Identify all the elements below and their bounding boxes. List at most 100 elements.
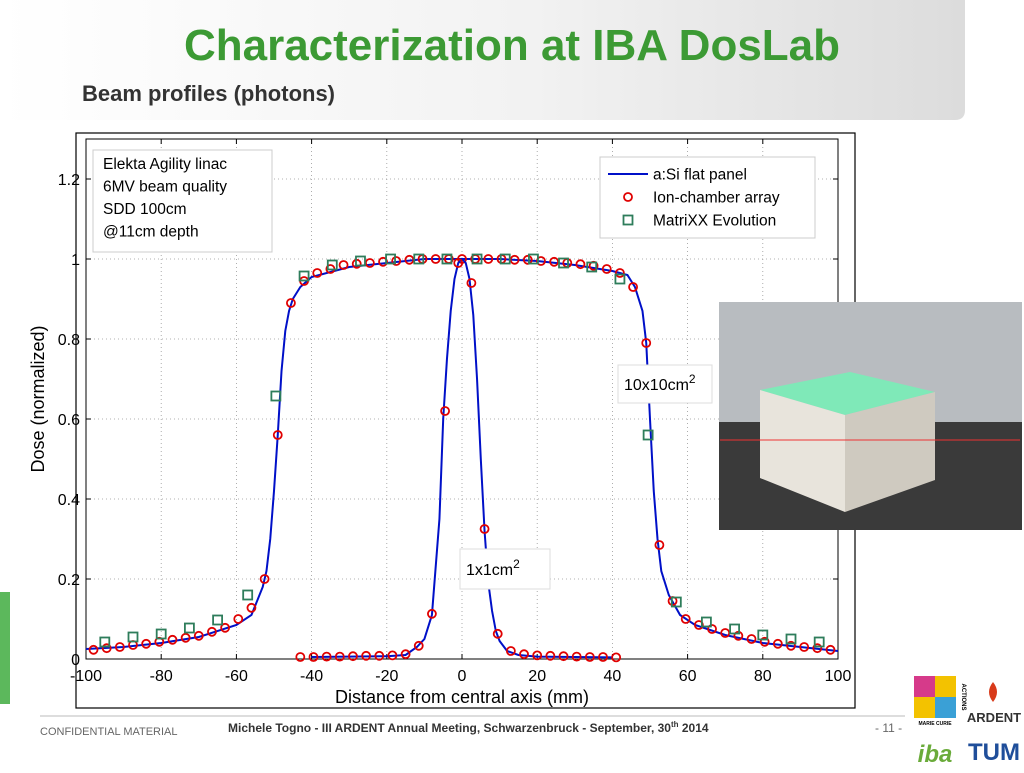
annotation: 10x10cm2 — [624, 372, 696, 394]
x-tick-label: 0 — [458, 668, 467, 685]
photo-phantom-side — [845, 392, 935, 512]
x-tick-label: -40 — [300, 668, 323, 685]
marker-circle — [88, 644, 99, 655]
marker-circle — [479, 524, 490, 534]
marker-square — [155, 628, 167, 640]
marker-circle — [272, 430, 283, 440]
x-tick-label: -100 — [70, 668, 102, 685]
page-number: - 11 - — [875, 721, 902, 735]
annotation-text: 10x10cm — [624, 377, 689, 394]
marker-circle — [400, 649, 411, 660]
annotation-box — [459, 548, 551, 590]
slide-subtitle: Beam profiles (photons) — [82, 81, 335, 106]
marker-circle — [466, 278, 477, 288]
marker-circle — [654, 540, 665, 550]
marker-circle — [312, 268, 323, 278]
marker-circle — [286, 298, 296, 308]
marker-circle — [374, 650, 385, 661]
y-tick-label: 0.4 — [58, 492, 80, 509]
marker-square — [586, 261, 598, 273]
x-tick-label: -20 — [375, 668, 398, 685]
photo-field — [760, 372, 935, 415]
marker-circle — [799, 642, 810, 652]
marker-square — [355, 255, 366, 267]
marker-circle — [601, 264, 612, 274]
marker-circle — [628, 282, 638, 292]
marker-circle — [321, 651, 332, 662]
marker-circle — [259, 574, 270, 584]
footer-sup: th — [671, 720, 679, 729]
y-tick-label: 1.2 — [58, 172, 80, 189]
x-tick-label: 20 — [528, 668, 546, 685]
logo-flame — [989, 682, 997, 702]
marker-circle — [207, 626, 217, 637]
marker-square — [528, 253, 539, 265]
marker-circle — [611, 652, 622, 663]
marker-circle — [413, 640, 424, 651]
header-band — [0, 0, 965, 120]
annotation-sup: 2 — [513, 557, 520, 571]
legend-marker — [622, 214, 634, 226]
y-axis-label: Dose (normalized) — [28, 325, 48, 472]
y-tick-label: 0 — [71, 652, 80, 669]
marker-square — [701, 616, 712, 628]
marker-square — [670, 596, 682, 608]
logos: MARIE CURIE ACTIONS ARDENT iba TUM — [914, 676, 1021, 768]
x-tick-label: 100 — [825, 668, 852, 685]
info-line: 6MV beam quality — [103, 179, 227, 196]
photo-phantom — [760, 390, 845, 512]
x-tick-label: 40 — [604, 668, 622, 685]
marker-circle — [404, 254, 415, 265]
marker-circle — [430, 254, 441, 264]
legend-label: Ion-chamber array — [653, 190, 780, 207]
marker-circle — [772, 638, 783, 649]
marker-circle — [114, 642, 125, 652]
marker-circle — [759, 636, 770, 647]
marker-circle — [509, 254, 520, 265]
annotation: 1x1cm2 — [466, 557, 520, 579]
marker-square — [242, 589, 254, 601]
marker-circle — [141, 638, 152, 649]
info-line: Elekta Agility linac — [103, 156, 227, 173]
logo-text: iba — [918, 741, 953, 768]
info-box — [92, 149, 273, 253]
legend-label: MatriXX Evolution — [653, 213, 776, 230]
marker-square — [813, 636, 825, 648]
marker-square — [99, 636, 111, 648]
marker-circle — [193, 630, 204, 641]
slide-title: Characterization at IBA DosLab — [184, 21, 840, 70]
marker-square — [558, 257, 569, 269]
marker-square — [757, 629, 769, 641]
marker-circle — [101, 643, 112, 654]
marker-square — [471, 253, 483, 265]
marker-circle — [233, 614, 244, 624]
marker-circle — [693, 620, 704, 630]
logo-text: ARDENT — [967, 710, 1021, 725]
x-tick-label: 60 — [679, 668, 697, 685]
marker-circle — [427, 608, 437, 619]
marker-circle — [558, 651, 569, 662]
marker-square — [785, 633, 797, 645]
y-tick-label: 1 — [71, 252, 80, 269]
marker-circle — [615, 268, 625, 278]
y-tick-label: 0.2 — [58, 572, 80, 589]
marker-circle — [571, 651, 582, 662]
marker-square — [413, 253, 425, 265]
legend-marker — [623, 192, 633, 202]
y-tick-label: 0.8 — [58, 332, 80, 349]
marker-square — [270, 390, 282, 402]
footer-center: Michele Togno - III ARDENT Annual Meetin… — [228, 720, 709, 735]
x-tick-label: -60 — [225, 668, 248, 685]
side-bar — [0, 592, 10, 704]
marker-circle — [641, 338, 652, 348]
marker-square — [642, 429, 654, 441]
x-tick-label: 80 — [754, 668, 772, 685]
marker-circle — [387, 650, 398, 661]
logo-text: MARIE CURIE — [918, 721, 952, 727]
marker-square — [385, 253, 396, 265]
footer-left: CONFIDENTIAL MATERIAL — [40, 726, 178, 738]
annotation-sup: 2 — [689, 372, 696, 386]
legend-label: a:Si flat panel — [653, 167, 747, 184]
